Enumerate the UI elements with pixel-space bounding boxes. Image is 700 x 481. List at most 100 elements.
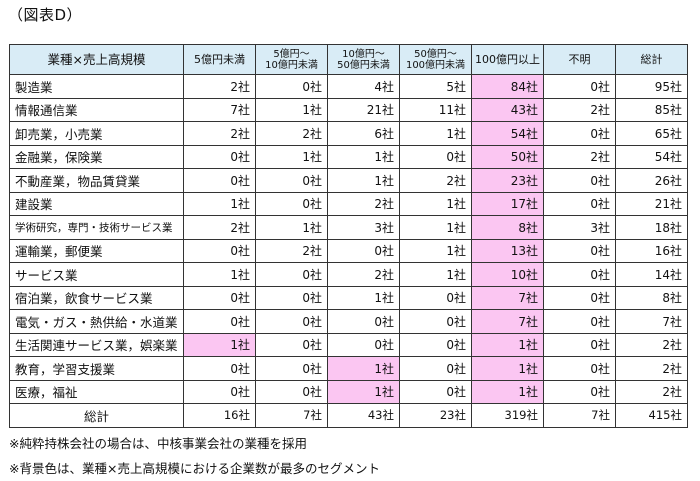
row-label: 生活関連サービス業，娯楽業 [9,332,184,357]
table-cell: 0社 [543,356,616,381]
table-cell: 13社 [471,238,544,263]
table-cell: 0社 [543,332,616,357]
table-cell: 0社 [255,262,328,287]
table-row: 電気・ガス・熱供給・水道業 0社 0社 0社 0社 7社 0社 7社 [9,309,688,334]
table-row: 生活関連サービス業，娯楽業 1社 0社 0社 0社 1社 0社 2社 [9,332,688,357]
table-cell: 0社 [399,309,472,334]
row-label: 教育，学習支援業 [9,356,184,381]
table-cell: 26社 [615,168,688,193]
header-5-10oku: 5億円～ 10億円未満 [255,44,328,75]
table-cell: 1社 [327,356,400,381]
table-cell: 2社 [255,238,328,263]
table-cell: 0社 [327,238,400,263]
table-cell: 0社 [255,356,328,381]
table-cell: 0社 [183,379,256,404]
total-cell: 7社 [255,403,328,428]
table-cell: 0社 [183,309,256,334]
table-cell: 0社 [399,144,472,169]
table-row: 教育，学習支援業 0社 0社 1社 0社 1社 0社 2社 [9,356,688,381]
total-row: 総計 16社 7社 43社 23社 319社 7社 415社 [9,403,688,428]
table-cell: 0社 [183,238,256,263]
row-label: 金融業，保険業 [9,144,184,169]
table-cell: 18社 [615,215,688,240]
row-label: 電気・ガス・熱供給・水道業 [9,309,184,334]
table-cell: 0社 [399,332,472,357]
table-cell: 85社 [615,97,688,122]
table-cell: 17社 [471,191,544,216]
table-cell: 50社 [471,144,544,169]
table-cell: 0社 [399,285,472,310]
table-cell: 1社 [255,97,328,122]
table-cell: 2社 [615,379,688,404]
header-10-50oku: 10億円～ 50億円未満 [327,44,400,75]
total-cell: 7社 [543,403,616,428]
table-cell: 23社 [471,168,544,193]
row-label: 運輸業，郵便業 [9,238,184,263]
table-cell: 7社 [471,309,544,334]
table-cell: 8社 [471,215,544,240]
table-cell: 2社 [399,168,472,193]
table-cell: 0社 [183,356,256,381]
table-cell: 2社 [327,191,400,216]
table-cell: 21社 [327,97,400,122]
row-label: 情報通信業 [9,97,184,122]
table-cell: 6社 [327,121,400,146]
table-cell: 4社 [327,74,400,99]
table-cell: 0社 [183,144,256,169]
header-50-100oku: 50億円～ 100億円未満 [399,44,472,75]
total-cell: 415社 [615,403,688,428]
table-cell: 1社 [399,121,472,146]
table-cell: 65社 [615,121,688,146]
table-cell: 10社 [471,262,544,287]
industry-revenue-table: 業種×売上高規模 5億円未満 5億円～ 10億円未満 10億円～ 50億円未満 50… [9,44,688,428]
table-cell: 0社 [543,309,616,334]
table-row: 金融業，保険業 0社 1社 1社 0社 50社 2社 54社 [9,144,688,169]
table-row: 情報通信業 7社 1社 21社 11社 43社 2社 85社 [9,97,688,122]
table-cell: 8社 [615,285,688,310]
table-cell: 1社 [183,332,256,357]
table-cell: 1社 [399,238,472,263]
table-row: 運輸業，郵便業 0社 2社 0社 1社 13社 0社 16社 [9,238,688,263]
note-holding-company: ※純粋持株会社の場合は、中核事業会社の業種を採用 [9,436,307,451]
table-row: サービス業 1社 0社 2社 1社 10社 0社 14社 [9,262,688,287]
table-cell: 0社 [399,379,472,404]
table-cell: 16社 [615,238,688,263]
total-label: 総計 [9,403,184,428]
table-cell: 0社 [543,285,616,310]
total-cell: 43社 [327,403,400,428]
table-cell: 0社 [183,285,256,310]
header-row: 業種×売上高規模 5億円未満 5億円～ 10億円未満 10億円～ 50億円未満 50… [9,44,688,75]
table-cell: 1社 [327,144,400,169]
table-cell: 1社 [471,356,544,381]
table-cell: 1社 [399,262,472,287]
table-cell: 0社 [255,379,328,404]
header-industry: 業種×売上高規模 [9,44,184,75]
row-label: 建設業 [9,191,184,216]
table-cell: 7社 [183,97,256,122]
table-cell: 1社 [327,285,400,310]
row-label: 卸売業，小売業 [9,121,184,146]
total-cell: 319社 [471,403,544,428]
table-cell: 5社 [399,74,472,99]
table-cell: 1社 [471,379,544,404]
table-cell: 0社 [543,262,616,287]
table-cell: 43社 [471,97,544,122]
table-cell: 54社 [471,121,544,146]
table-row: 学術研究，専門・技術サービス業 2社 1社 3社 1社 8社 3社 18社 [9,215,688,240]
table-cell: 1社 [399,191,472,216]
table-cell: 0社 [327,332,400,357]
table-cell: 2社 [183,215,256,240]
table-cell: 0社 [255,309,328,334]
row-label: 製造業 [9,74,184,99]
header-unknown: 不明 [543,44,616,75]
table-row: 不動産業，物品賃貸業 0社 0社 1社 2社 23社 0社 26社 [9,168,688,193]
table-cell: 0社 [183,168,256,193]
table-cell: 0社 [255,285,328,310]
table-cell: 3社 [543,215,616,240]
table-row: 製造業 2社 0社 4社 5社 84社 0社 95社 [9,74,688,99]
header-total: 総計 [615,44,688,75]
row-label: 不動産業，物品賃貸業 [9,168,184,193]
table-cell: 0社 [543,121,616,146]
table-cell: 0社 [255,332,328,357]
table-cell: 84社 [471,74,544,99]
